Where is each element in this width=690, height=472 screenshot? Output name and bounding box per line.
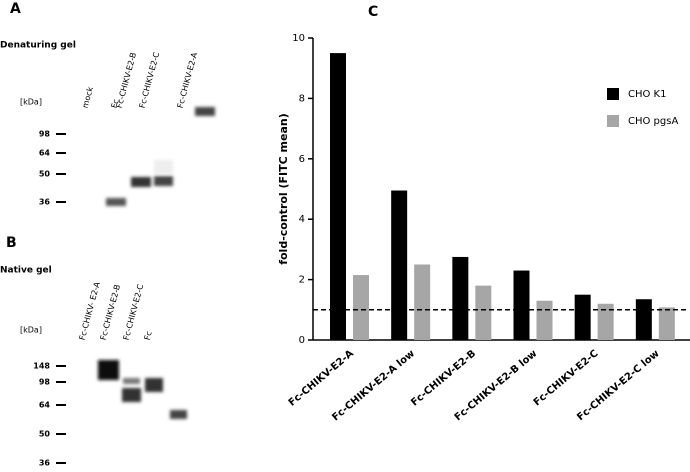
bar <box>452 256 469 340</box>
lane-label: Fc-CHIKV-E2-A <box>176 51 200 109</box>
gel-bands <box>98 107 215 419</box>
lane-label: mock <box>81 86 95 110</box>
panel-label: A <box>10 1 21 17</box>
marker-label: 36 <box>39 198 51 207</box>
legend-label: CHO pgsA <box>628 116 678 127</box>
marker-label: 98 <box>39 130 51 139</box>
y-tick-label: 8 <box>299 93 305 104</box>
lane-label: Fc-CHIKV-E2-C <box>122 283 146 341</box>
unit-label: [kDa] <box>20 326 42 335</box>
lane-label: Fc-CHIKV-E2-C <box>138 51 162 109</box>
y-tick-label: 10 <box>292 33 305 44</box>
y-tick-label: 4 <box>299 214 305 225</box>
gel-title: Denaturing gel <box>0 41 76 51</box>
y-axis-label: fold-control (FITC mean) <box>277 113 290 265</box>
bar <box>536 300 553 340</box>
lane-label: Fc <box>110 98 121 109</box>
marker-label: 64 <box>39 401 51 410</box>
y-tick-label: 6 <box>299 154 305 165</box>
bar <box>475 285 492 340</box>
marker-label: 50 <box>39 430 51 439</box>
unit-label: [kDa] <box>20 98 42 107</box>
bar <box>414 264 431 340</box>
gel-title: Native gel <box>0 266 52 276</box>
bar <box>513 270 530 340</box>
legend-swatch <box>607 88 619 100</box>
bar <box>574 294 591 340</box>
marker-label: 98 <box>39 378 51 387</box>
bar <box>330 53 346 340</box>
bar <box>391 190 408 340</box>
bar <box>658 307 675 340</box>
marker-label: 148 <box>33 362 50 371</box>
y-tick-label: 0 <box>299 335 305 346</box>
bar <box>635 299 652 340</box>
marker-label: 36 <box>39 459 51 468</box>
x-tick-label: Fc-CHIKV-E2-B <box>409 348 478 408</box>
panel-label: C <box>368 4 378 20</box>
legend-label: CHO K1 <box>628 89 666 100</box>
legend-swatch <box>607 115 619 127</box>
marker-label: 64 <box>39 149 51 158</box>
x-tick-label: Fc-CHIKV-E2-A <box>287 348 356 409</box>
marker-label: 50 <box>39 170 51 179</box>
panel-label: B <box>6 235 17 251</box>
lane-label: Fc-CHIKV- E2-A <box>78 281 102 342</box>
bar <box>597 303 614 340</box>
lane-label: Fc-CHIKV-E2-B <box>115 52 139 110</box>
bar <box>353 275 369 340</box>
lane-label: Fc <box>143 330 154 341</box>
x-tick-label: Fc-CHIKV-E2-C <box>532 348 601 408</box>
y-tick-label: 2 <box>299 275 305 286</box>
lane-label: Fc-CHIKV-E2-B <box>99 284 123 342</box>
